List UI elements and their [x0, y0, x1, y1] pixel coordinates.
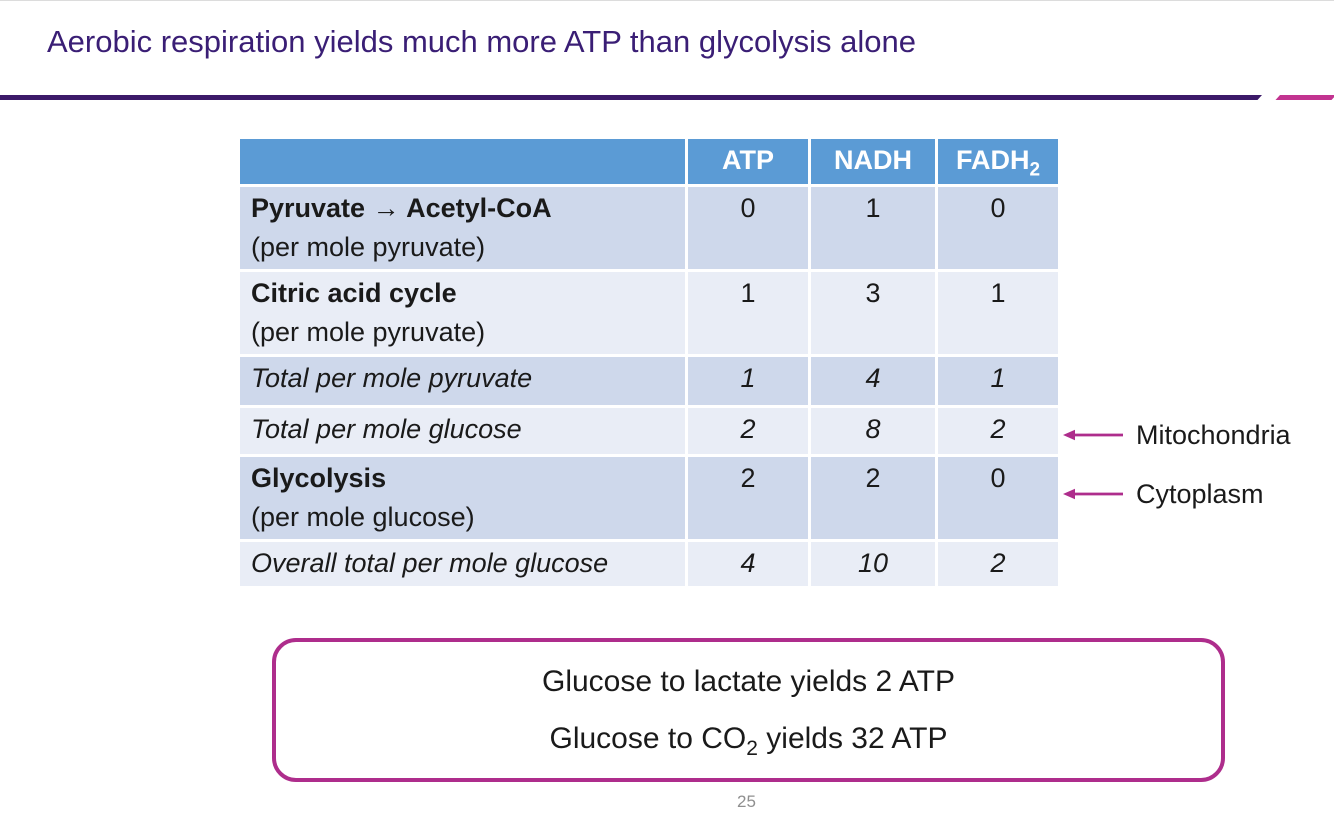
callout-box: Glucose to lactate yields 2 ATP Glucose …: [272, 638, 1225, 782]
left-arrow-icon: [1063, 429, 1123, 441]
page-number: 25: [737, 792, 756, 811]
title-divider-line: [0, 95, 1262, 100]
row-value-fadh2: 2: [938, 542, 1058, 586]
row-value-fadh2: 2: [938, 408, 1058, 454]
row-label: Total per mole glucose: [240, 408, 685, 454]
column-header-fadh2: FADH2: [938, 139, 1058, 184]
row-subtitle: (per mole pyruvate): [251, 232, 486, 262]
annotation-label: Cytoplasm: [1136, 478, 1264, 509]
atp-yield-table: ATP NADH FADH2 Pyruvate → Acetyl-CoA (pe…: [240, 139, 1058, 586]
row-value-fadh2: 0: [938, 457, 1058, 539]
annotation-label: Mitochondria: [1136, 419, 1291, 450]
row-label: Glycolysis (per mole glucose): [240, 457, 685, 539]
row-title: Citric acid cycle: [251, 278, 457, 308]
annotation-mitochondria: Mitochondria: [1063, 419, 1291, 450]
row-value-atp: 2: [688, 457, 808, 539]
row-label: Citric acid cycle (per mole pyruvate): [240, 272, 685, 354]
row-title: Overall total per mole glucose: [251, 548, 609, 578]
row-title: Glycolysis: [251, 463, 387, 493]
column-header-atp: ATP: [688, 139, 808, 184]
header-subscript: 2: [1029, 159, 1041, 181]
co2-subscript: 2: [746, 736, 758, 760]
row-label: Overall total per mole glucose: [240, 542, 685, 586]
annotation-cytoplasm: Cytoplasm: [1063, 478, 1264, 509]
row-value-atp: 0: [688, 187, 808, 269]
callout-text: Glucose to CO: [549, 721, 747, 755]
row-value-atp: 1: [688, 357, 808, 405]
column-header-nadh: NADH: [811, 139, 935, 184]
row-label: Total per mole pyruvate: [240, 357, 685, 405]
title-divider-accent-dash: [1275, 95, 1334, 100]
row-value-fadh2: 0: [938, 187, 1058, 269]
row-value-nadh: 3: [811, 272, 935, 354]
header-text: NADH: [834, 145, 912, 175]
callout-line-2: Glucose to CO2 yields 32 ATP: [550, 719, 948, 759]
left-arrow-icon: [1063, 488, 1123, 500]
page-title: Aerobic respiration yields much more ATP…: [47, 24, 916, 59]
row-value-atp: 2: [688, 408, 808, 454]
callout-text: Glucose to lactate yields 2 ATP: [542, 664, 955, 698]
row-title: Total per mole glucose: [251, 414, 522, 444]
header-text: FADH: [955, 145, 1030, 175]
row-value-nadh: 8: [811, 408, 935, 454]
callout-text: yields 32 ATP: [757, 721, 948, 755]
row-value-fadh2: 1: [938, 272, 1058, 354]
row-value-atp: 1: [688, 272, 808, 354]
row-value-nadh: 1: [811, 187, 935, 269]
row-value-nadh: 2: [811, 457, 935, 539]
header-text: ATP: [722, 145, 774, 175]
row-value-atp: 4: [688, 542, 808, 586]
row-value-nadh: 10: [811, 542, 935, 586]
row-subtitle: (per mole pyruvate): [251, 317, 486, 347]
row-subtitle: (per mole glucose): [251, 502, 475, 532]
row-value-fadh2: 1: [938, 357, 1058, 405]
row-label: Pyruvate → Acetyl-CoA (per mole pyruvate…: [240, 187, 685, 269]
row-title: Pyruvate → Acetyl-CoA: [251, 193, 552, 223]
row-title: Total per mole pyruvate: [251, 363, 533, 393]
callout-line-1: Glucose to lactate yields 2 ATP: [542, 662, 955, 702]
row-value-nadh: 4: [811, 357, 935, 405]
column-header-blank: [240, 139, 685, 184]
